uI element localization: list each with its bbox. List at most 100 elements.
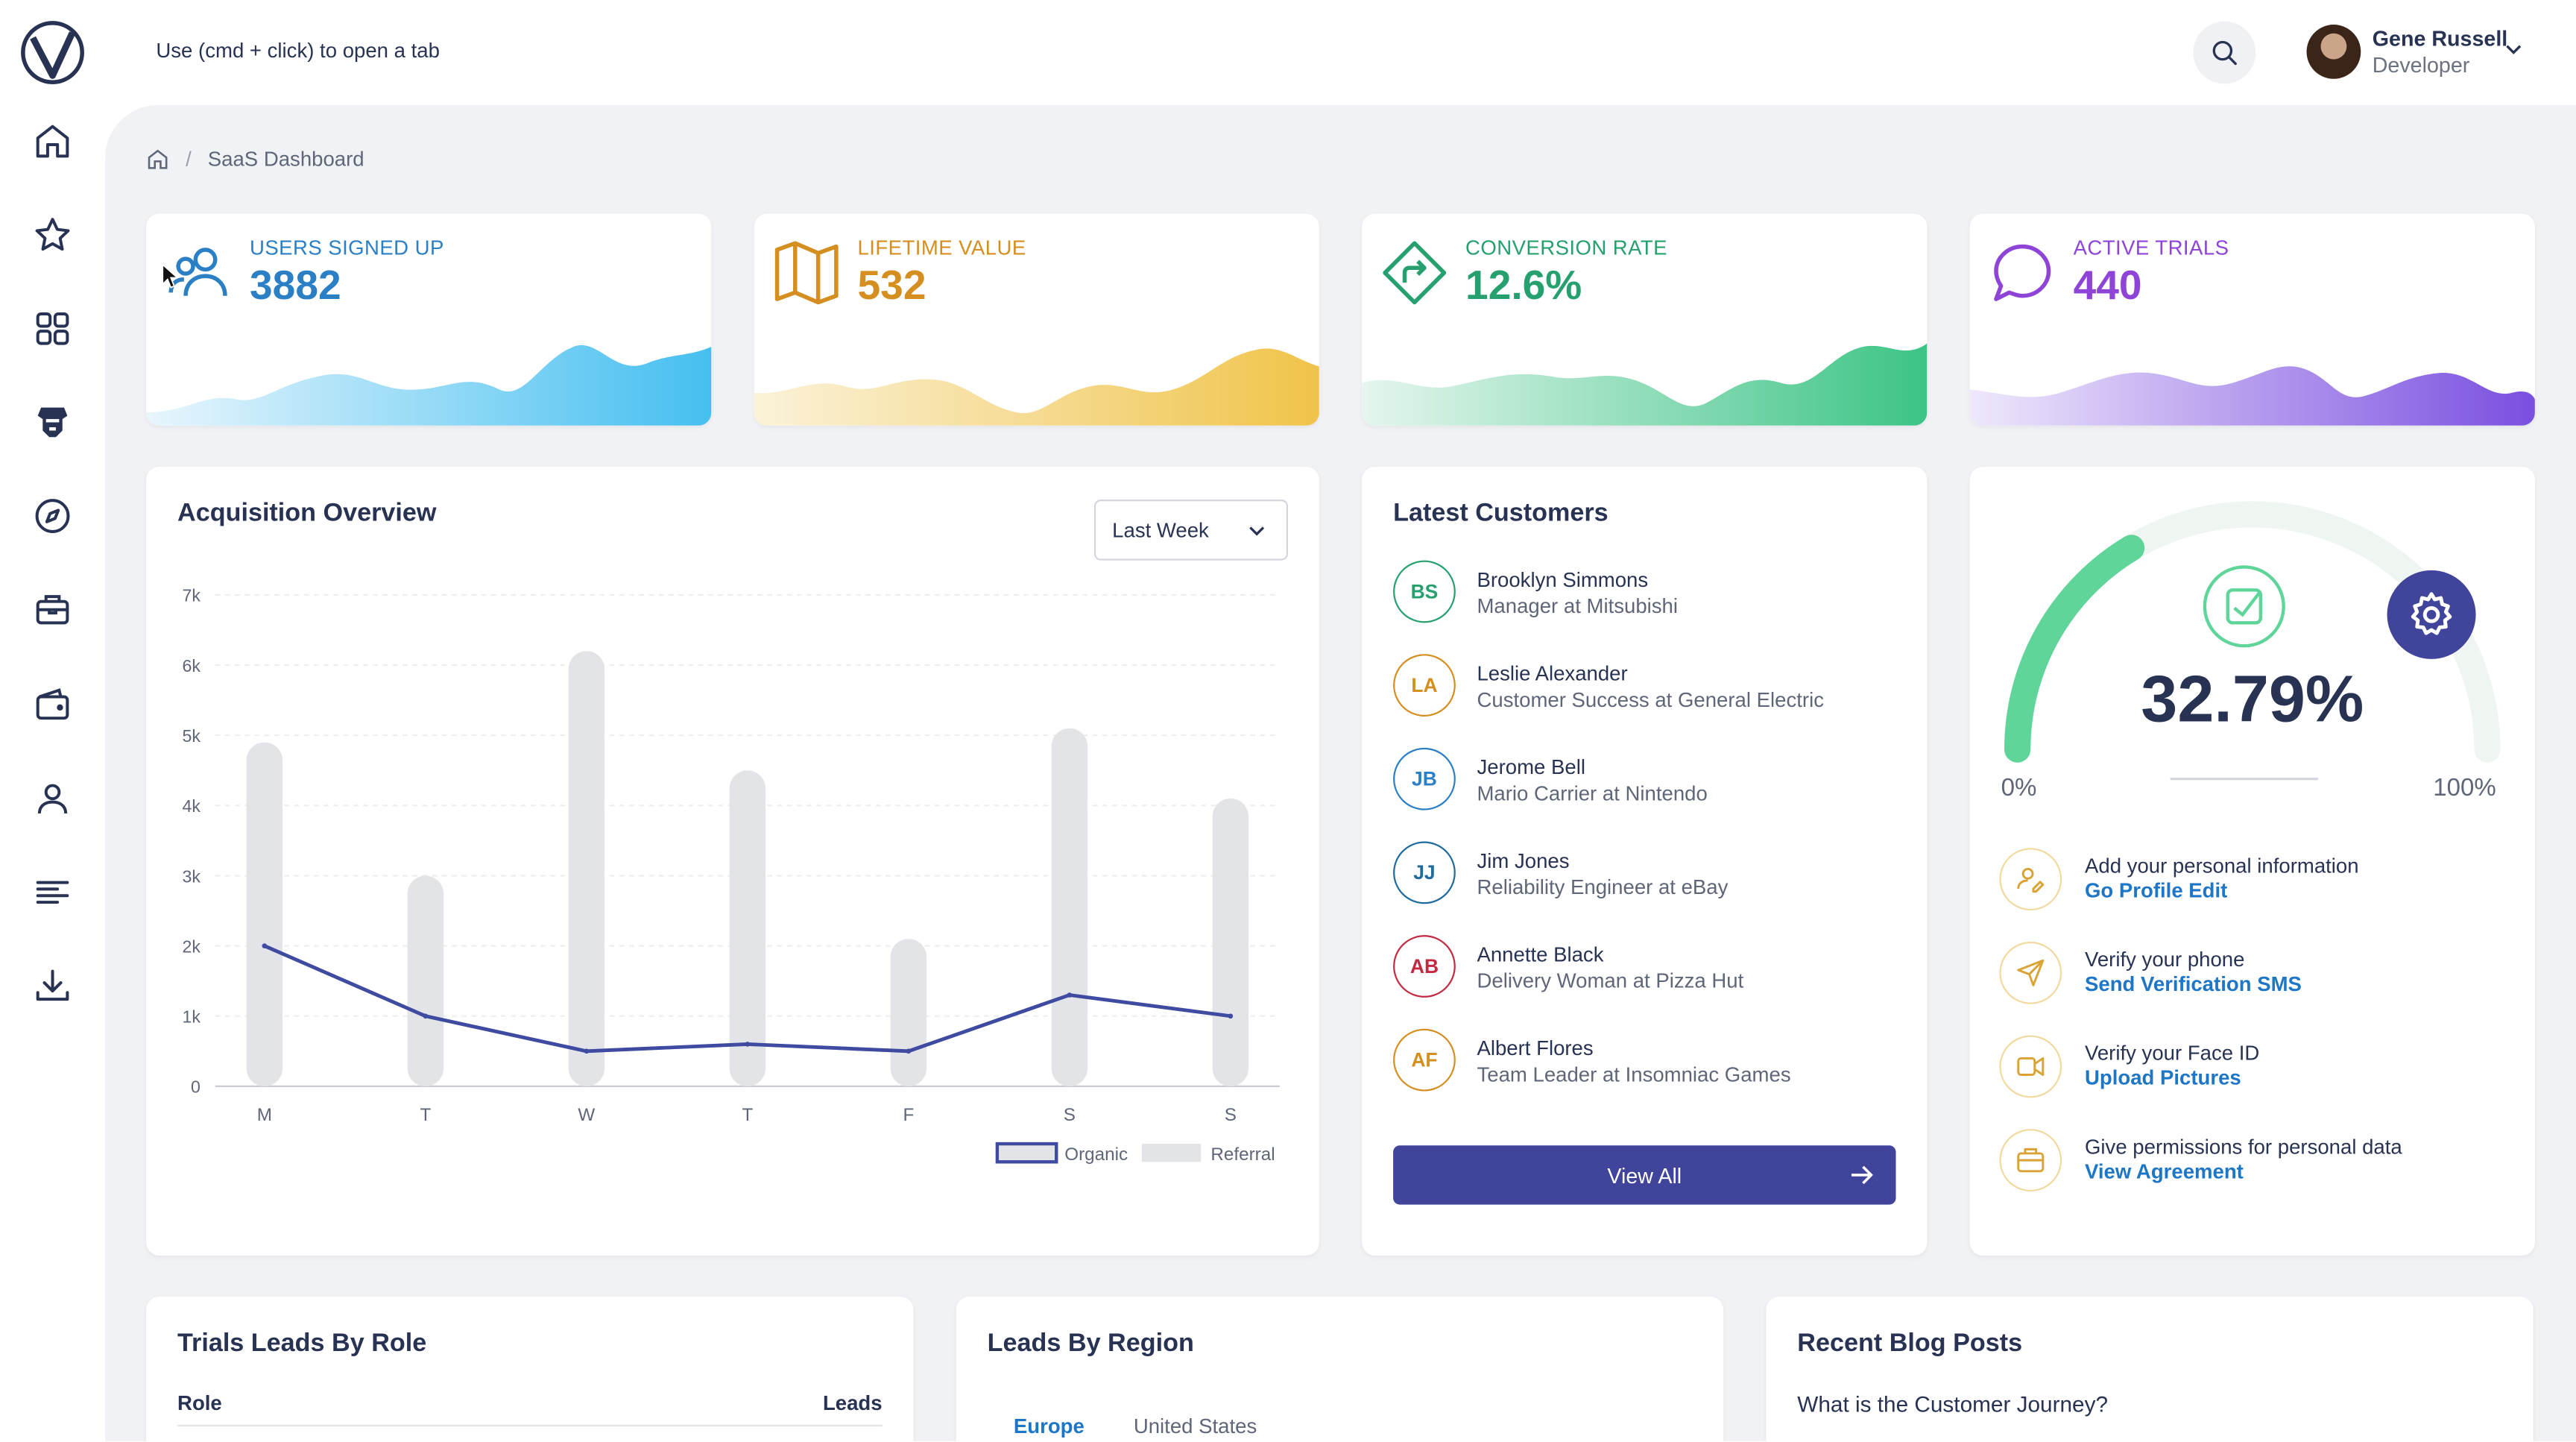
customers-title: Latest Customers [1393, 500, 1609, 528]
user-icon[interactable] [30, 775, 76, 822]
wallet-icon[interactable] [30, 682, 76, 728]
avatar: JB [1393, 747, 1456, 810]
y-tick-label: 7k [182, 586, 201, 605]
blog-post-title[interactable]: What is the Customer Journey? [1797, 1391, 2109, 1417]
task-link[interactable]: Upload Pictures [2085, 1066, 2241, 1090]
onboarding-task: Verify your phone Send Verification SMS [1999, 941, 2525, 1007]
tab-hint: Use (cmd + click) to open a tab [156, 39, 440, 63]
arrow-right-icon [1852, 1165, 1873, 1185]
referral-bar[interactable] [729, 770, 766, 1086]
tab-europe[interactable]: Europe [1013, 1414, 1085, 1438]
task-description: Verify your phone [2085, 948, 2245, 972]
task-link[interactable]: View Agreement [2085, 1160, 2244, 1183]
tab-united-states[interactable]: United States [1133, 1414, 1257, 1438]
legend-label-referral: Referral [1210, 1145, 1275, 1165]
trials-title: Trials Leads By Role [177, 1329, 427, 1358]
download-icon[interactable] [30, 963, 76, 1010]
briefcase-icon[interactable] [30, 587, 76, 633]
col-leads: Leads [822, 1391, 883, 1415]
referral-bar[interactable] [1051, 728, 1088, 1086]
referral-bar[interactable] [568, 651, 605, 1086]
stat-sparkline [1969, 366, 2535, 426]
acquisition-chart: 0 1k 2k 3k 4k 5k 6k 7k M T W T F S S Organic Referral [182, 586, 1280, 1165]
task-link[interactable]: Send Verification SMS [2085, 972, 2302, 996]
star-icon[interactable] [30, 212, 76, 258]
divider [177, 1424, 883, 1427]
customer-name: Leslie Alexander [1477, 662, 1628, 686]
organic-point[interactable] [1228, 1013, 1234, 1019]
acquisition-title: Acquisition Overview [177, 500, 437, 528]
breadcrumb-separator: / [186, 148, 192, 171]
list-item[interactable]: JB Jerome Bell Mario Carrier at Nintendo [1393, 747, 1886, 813]
user-edit-icon [1999, 848, 2062, 911]
chevron-down-icon [1249, 526, 1265, 536]
stat-sparkline [1362, 343, 1928, 426]
referral-bar[interactable] [1212, 798, 1249, 1086]
sidebar [0, 0, 106, 1441]
customer-role: Reliability Engineer at eBay [1477, 875, 1729, 899]
organic-point[interactable] [262, 943, 268, 948]
referral-bar[interactable] [890, 939, 927, 1086]
avatar: AB [1393, 935, 1456, 998]
x-tick-label: T [742, 1105, 753, 1125]
customer-name: Annette Black [1477, 943, 1604, 967]
stat-label: LIFETIME VALUE [857, 236, 1026, 260]
home-icon[interactable] [30, 119, 76, 165]
organic-point[interactable] [423, 1013, 429, 1019]
organic-point[interactable] [745, 1042, 751, 1047]
list-item[interactable]: JJ Jim Jones Reliability Engineer at eBay [1393, 841, 1886, 907]
stat-card-active-trials: ACTIVE TRIALS 440 [1969, 213, 2535, 426]
x-tick-label: F [903, 1105, 914, 1125]
vuero-logo-icon[interactable] [19, 19, 85, 85]
customer-role: Mario Carrier at Nintendo [1477, 782, 1708, 806]
stat-value: 440 [2073, 262, 2142, 309]
onboarding-task: Verify your Face ID Upload Pictures [1999, 1035, 2525, 1101]
user-role: Developer [2372, 52, 2470, 78]
grid-icon[interactable] [30, 306, 76, 352]
y-tick-label: 0 [191, 1077, 201, 1097]
view-all-label: View All [1607, 1162, 1682, 1188]
compass-icon[interactable] [30, 493, 76, 539]
customer-name: Jerome Bell [1477, 755, 1585, 779]
list-item[interactable]: AB Annette Black Delivery Woman at Pizza H… [1393, 935, 1886, 1001]
y-tick-label: 2k [182, 936, 201, 956]
referral-bar[interactable] [407, 875, 444, 1086]
legend-swatch-organic [995, 1142, 1058, 1164]
referral-bar[interactable] [246, 742, 283, 1086]
x-tick-label: S [1064, 1105, 1076, 1125]
align-left-icon[interactable] [30, 869, 76, 916]
customer-name: Brooklyn Simmons [1477, 568, 1649, 592]
send-icon [1999, 941, 2062, 1004]
user-menu[interactable]: Gene Russell Developer [2306, 23, 2537, 82]
organic-point[interactable] [1067, 992, 1073, 998]
period-select[interactable]: Last Week [1093, 500, 1289, 561]
trials-leads-card: Trials Leads By Role Role Leads [146, 1297, 914, 1441]
period-select-value: Last Week [1112, 518, 1209, 542]
robot-icon[interactable] [30, 400, 76, 446]
organic-point[interactable] [906, 1048, 912, 1054]
breadcrumb: / SaaS Dashboard [146, 148, 364, 171]
stat-card-users: USERS SIGNED UP 3882 [146, 213, 712, 426]
task-link[interactable]: Go Profile Edit [2085, 879, 2228, 903]
leads-region-card: Leads By Region Europe United States [956, 1297, 1724, 1441]
avatar: JJ [1393, 841, 1456, 904]
home-icon[interactable] [146, 148, 169, 171]
progress-value: 32.79% [2141, 664, 2364, 737]
main-content: / SaaS Dashboard USERS SIGNED UP 3882 LI… [105, 105, 2576, 1441]
chevron-down-icon [2506, 45, 2522, 54]
list-item[interactable]: AF Albert Flores Team Leader at Insomniac … [1393, 1028, 1886, 1095]
breadcrumb-current: SaaS Dashboard [207, 148, 364, 171]
y-tick-label: 1k [182, 1007, 201, 1027]
message-circle-icon [1994, 244, 2051, 301]
y-tick-label: 3k [182, 866, 201, 886]
view-all-button[interactable]: View All [1393, 1145, 1896, 1205]
customer-role: Customer Success at General Electric [1477, 688, 1824, 712]
customer-role: Manager at Mitsubishi [1477, 594, 1679, 618]
search-button[interactable] [2193, 21, 2256, 84]
settings-button[interactable] [2387, 570, 2476, 659]
list-item[interactable]: BS Brooklyn Simmons Manager at Mitsubishi [1393, 560, 1886, 626]
organic-point[interactable] [584, 1048, 590, 1054]
directions-icon [1383, 241, 1447, 305]
avatar: BS [1393, 560, 1456, 623]
list-item[interactable]: LA Leslie Alexander Customer Success at Ge… [1393, 654, 1886, 720]
